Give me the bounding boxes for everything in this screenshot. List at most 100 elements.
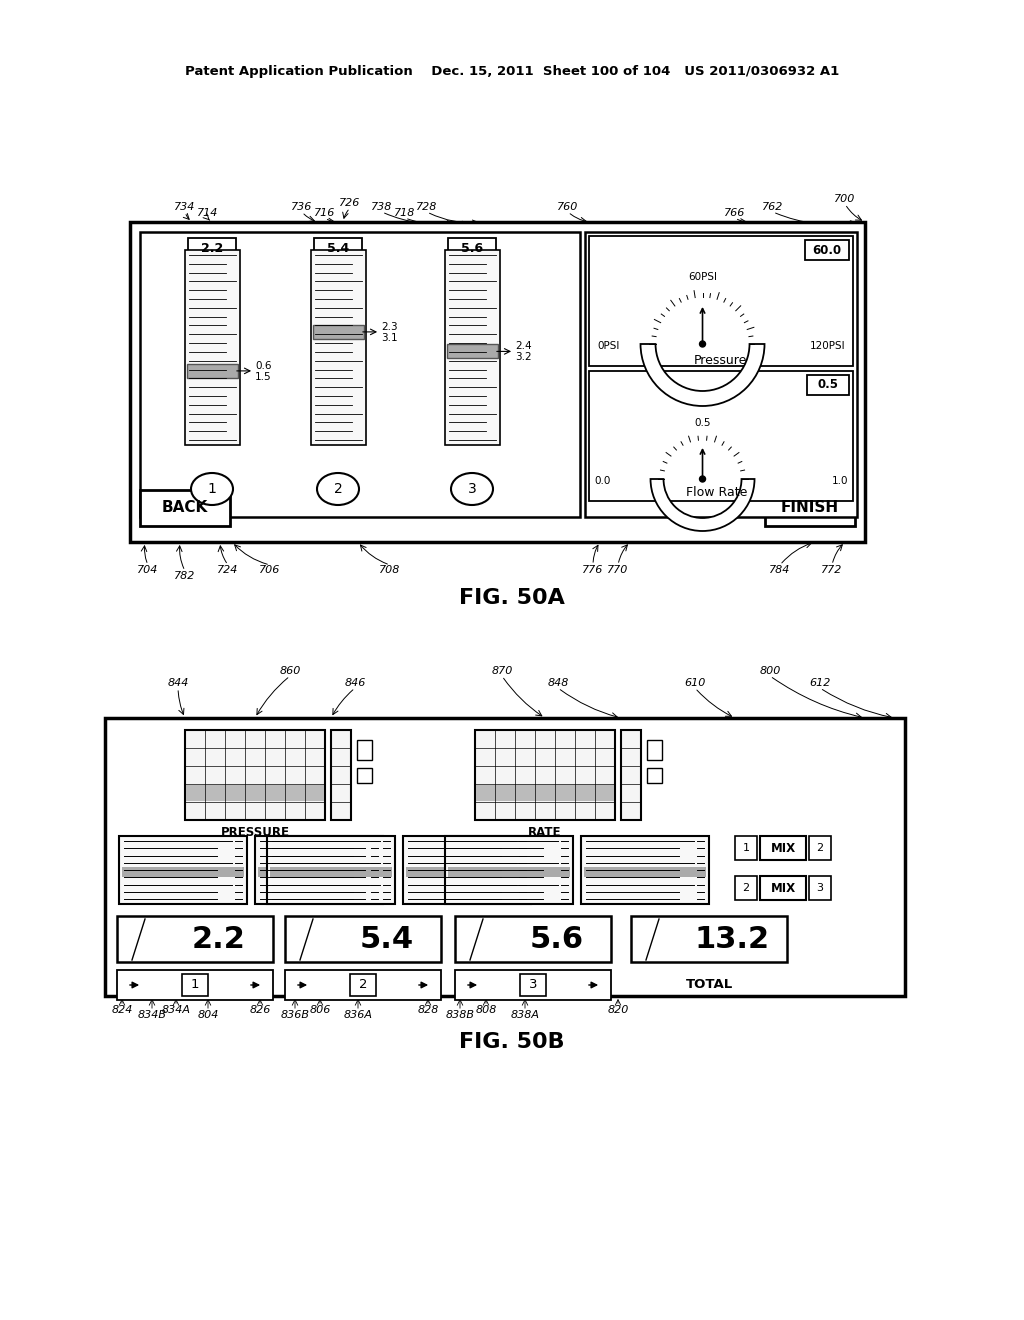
- Text: FINISH: FINISH: [781, 500, 839, 516]
- Text: 760: 760: [557, 202, 579, 213]
- Bar: [357, 768, 372, 783]
- Bar: [331, 730, 351, 820]
- Bar: [185, 249, 240, 445]
- Text: 770: 770: [607, 565, 629, 576]
- Bar: [807, 375, 849, 395]
- Bar: [311, 249, 366, 445]
- Text: 834A: 834A: [162, 1005, 190, 1015]
- Text: Flow Rate: Flow Rate: [686, 487, 748, 499]
- Bar: [182, 974, 208, 997]
- Bar: [130, 222, 865, 543]
- Bar: [735, 876, 757, 900]
- Bar: [445, 836, 573, 904]
- Bar: [765, 490, 855, 525]
- Text: 60PSI: 60PSI: [688, 272, 717, 282]
- Bar: [140, 232, 580, 517]
- Bar: [584, 867, 706, 876]
- Text: 718: 718: [394, 209, 416, 218]
- Text: 806: 806: [309, 1005, 331, 1015]
- Text: 766: 766: [724, 209, 745, 218]
- Text: 762: 762: [762, 202, 783, 213]
- Circle shape: [699, 341, 706, 347]
- Bar: [258, 867, 380, 876]
- Bar: [809, 876, 831, 900]
- Text: 5.4: 5.4: [327, 242, 349, 255]
- Bar: [185, 730, 325, 820]
- Bar: [449, 238, 496, 257]
- Text: 836A: 836A: [343, 1010, 373, 1020]
- Text: 716: 716: [314, 209, 336, 218]
- Text: 0.0: 0.0: [594, 477, 610, 486]
- Text: 800: 800: [760, 667, 780, 676]
- Text: RATE: RATE: [528, 825, 562, 838]
- Bar: [476, 785, 614, 801]
- Text: 0.6: 0.6: [255, 360, 271, 371]
- Text: 846: 846: [344, 678, 366, 688]
- Bar: [455, 916, 611, 962]
- Bar: [314, 238, 362, 257]
- Text: 708: 708: [379, 565, 400, 576]
- Text: 828: 828: [418, 1005, 438, 1015]
- Bar: [735, 836, 757, 861]
- Text: MIX: MIX: [770, 882, 796, 895]
- Text: 1: 1: [190, 978, 200, 991]
- Bar: [647, 768, 662, 783]
- Bar: [285, 916, 441, 962]
- Text: 738: 738: [372, 202, 392, 213]
- Ellipse shape: [191, 473, 233, 506]
- Bar: [187, 364, 238, 378]
- Text: 834B: 834B: [137, 1010, 167, 1020]
- Text: 724: 724: [217, 565, 239, 576]
- Text: 0.5: 0.5: [694, 418, 711, 428]
- Text: 0.5: 0.5: [817, 379, 839, 392]
- Text: 826: 826: [249, 1005, 270, 1015]
- Text: 804: 804: [198, 1010, 219, 1020]
- Bar: [447, 345, 498, 359]
- Ellipse shape: [451, 473, 493, 506]
- Text: 734: 734: [174, 202, 196, 213]
- Bar: [760, 876, 806, 900]
- Bar: [357, 741, 372, 760]
- Bar: [285, 970, 441, 1001]
- Text: 5.4: 5.4: [359, 924, 414, 953]
- Bar: [475, 730, 615, 820]
- Text: 13.2: 13.2: [695, 924, 770, 953]
- Wedge shape: [650, 479, 755, 531]
- Bar: [647, 741, 662, 760]
- Bar: [760, 836, 806, 861]
- Text: BACK: BACK: [162, 500, 208, 516]
- Text: 5.6: 5.6: [529, 924, 584, 953]
- Text: 1.0: 1.0: [831, 477, 848, 486]
- Text: 844: 844: [167, 678, 188, 688]
- Bar: [140, 490, 230, 525]
- Bar: [585, 232, 857, 517]
- Bar: [270, 867, 392, 876]
- Text: 610: 610: [684, 678, 706, 688]
- Circle shape: [699, 477, 706, 482]
- Text: 784: 784: [769, 565, 791, 576]
- Text: 2.2: 2.2: [201, 242, 223, 255]
- Text: 2: 2: [358, 978, 368, 991]
- Text: 706: 706: [259, 565, 281, 576]
- Text: 2: 2: [742, 883, 750, 894]
- Text: 3.2: 3.2: [515, 352, 531, 363]
- Text: 736: 736: [291, 202, 312, 213]
- Text: 2: 2: [334, 482, 342, 496]
- Text: 728: 728: [417, 202, 437, 213]
- Bar: [186, 785, 324, 801]
- Bar: [188, 238, 236, 257]
- Bar: [403, 836, 531, 904]
- Bar: [445, 249, 500, 445]
- Text: 120PSI: 120PSI: [809, 341, 845, 351]
- Text: 824: 824: [112, 1005, 133, 1015]
- Bar: [631, 916, 787, 962]
- Bar: [520, 974, 546, 997]
- Text: 3: 3: [528, 978, 538, 991]
- Text: MIX: MIX: [770, 842, 796, 854]
- Text: 2.2: 2.2: [191, 924, 246, 953]
- Bar: [589, 371, 853, 502]
- Text: 1.5: 1.5: [255, 372, 271, 381]
- Text: 700: 700: [835, 194, 856, 205]
- Ellipse shape: [317, 473, 359, 506]
- Text: 782: 782: [174, 572, 196, 581]
